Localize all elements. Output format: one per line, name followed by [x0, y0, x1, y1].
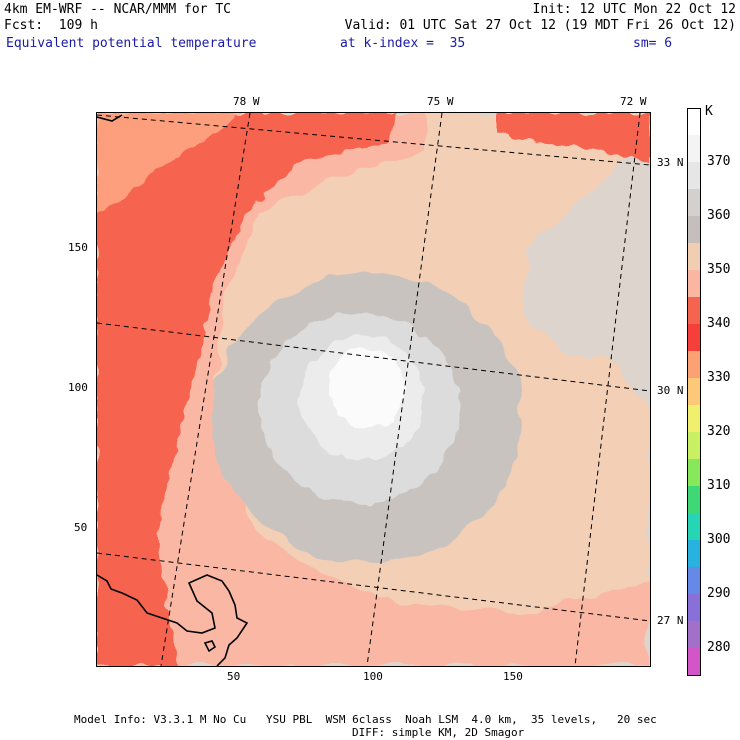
y-tick-50: 50 — [74, 521, 88, 534]
diffusion-info: DIFF: simple KM, 2D Smagor — [352, 726, 525, 739]
lat-label-27n: 27 N — [657, 614, 684, 627]
colorbar-label: 370 — [707, 154, 731, 169]
theta-e-340-345-region — [97, 113, 397, 666]
field-name: Equivalent potential temperature — [6, 36, 257, 51]
colorbar-label: 330 — [707, 370, 731, 385]
colorbar-label: 340 — [707, 316, 731, 331]
lat-lon-grid — [97, 113, 650, 666]
lon-label-78w: 78 W — [233, 95, 260, 108]
equivalent-potential-temperature-map — [96, 112, 651, 667]
colorbar-swatch — [687, 378, 701, 405]
colorbar-swatch — [687, 216, 701, 243]
model-info: Model Info: V3.3.1 M No Cu YSU PBL WSM 6… — [74, 713, 657, 726]
level-indicator: at k-index = 35 — [340, 36, 466, 51]
colorbar-swatch — [687, 594, 701, 621]
colorbar-swatch — [687, 405, 701, 432]
colorbar-swatch — [687, 513, 701, 540]
colorbar-unit: K — [705, 104, 713, 119]
theta-e-335-340-region — [97, 113, 237, 213]
colorbar-swatch — [687, 486, 701, 513]
forecast-hour: Fcst: 109 h — [4, 18, 98, 33]
colorbar-label: 310 — [707, 478, 731, 493]
model-title: 4km EM-WRF -- NCAR/MMM for TC — [4, 2, 231, 17]
colorbar-label: 320 — [707, 424, 731, 439]
colorbar-swatch — [687, 567, 701, 594]
x-tick-50: 50 — [227, 670, 241, 683]
theta-e-340-region-northeast — [497, 113, 650, 163]
colorbar-swatch — [687, 324, 701, 351]
colorbar-label: 350 — [707, 262, 731, 277]
colorbar-swatch — [687, 432, 701, 459]
lon-label-75w: 75 W — [427, 95, 454, 108]
y-tick-150: 150 — [68, 241, 88, 254]
lat-label-33n: 33 N — [657, 156, 684, 169]
colorbar-swatch — [687, 648, 701, 676]
colorbar-swatch — [687, 162, 701, 189]
colorbar-swatch — [687, 108, 701, 136]
x-tick-100: 100 — [363, 670, 383, 683]
colorbar-swatch — [687, 243, 701, 270]
colorbar-swatch — [687, 189, 701, 216]
lon-label-72w: 72 W — [620, 95, 647, 108]
y-tick-100: 100 — [68, 381, 88, 394]
eye-warm-core — [329, 348, 405, 428]
colorbar-label: 360 — [707, 208, 731, 223]
colorbar-swatch — [687, 351, 701, 378]
colorbar-swatch — [687, 135, 701, 162]
init-time: Init: 12 UTC Mon 22 Oct 12 — [532, 2, 737, 17]
smoothing-indicator: sm= 6 — [633, 36, 673, 51]
colorbar-swatch — [687, 297, 701, 324]
theta-e-345-350-region — [97, 113, 650, 666]
colorbar-swatch — [687, 270, 701, 297]
colorbar-swatch — [687, 540, 701, 567]
lat-label-30n: 30 N — [657, 384, 684, 397]
colorbar-label: 280 — [707, 640, 731, 655]
colorbar-label: 300 — [707, 532, 731, 547]
x-tick-150: 150 — [503, 670, 523, 683]
valid-time: Valid: 01 UTC Sat 27 Oct 12 (19 MDT Fri … — [344, 18, 736, 33]
colorbar-swatch — [687, 621, 701, 648]
colorbar-label: 290 — [707, 586, 731, 601]
colorbar-swatch — [687, 459, 701, 486]
